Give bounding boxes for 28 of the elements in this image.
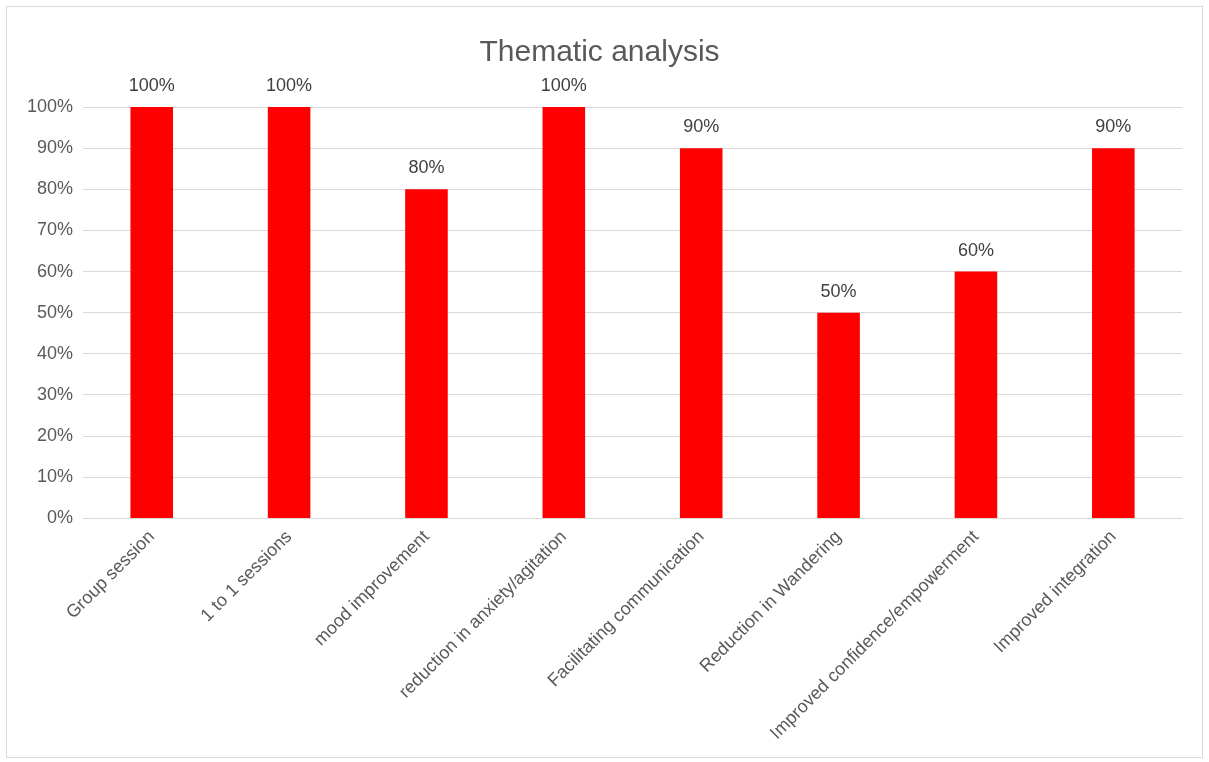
y-tick-label: 70%: [37, 219, 74, 240]
data-label: 80%: [408, 157, 445, 178]
bar: [130, 107, 174, 518]
data-label: 50%: [820, 280, 857, 301]
y-tick-label: 50%: [37, 301, 74, 322]
y-tick-label: 80%: [37, 178, 74, 199]
bar: [267, 107, 311, 518]
y-tick-label: 100%: [26, 95, 74, 116]
bar: [817, 312, 860, 518]
y-tick-label: 0%: [47, 507, 74, 528]
data-label: 100%: [128, 74, 175, 95]
data-label: 90%: [683, 116, 720, 137]
y-tick-label: 40%: [37, 342, 74, 363]
bar: [542, 107, 586, 518]
y-tick-label: 90%: [37, 137, 74, 158]
y-tick-label: 60%: [37, 260, 74, 281]
bar: [954, 271, 998, 518]
chart-title: Thematic analysis: [479, 34, 720, 68]
data-label: 100%: [540, 74, 587, 95]
data-label: 90%: [1095, 116, 1132, 137]
y-tick-label: 10%: [37, 466, 74, 487]
y-tick-label: 30%: [37, 383, 74, 404]
bar: [405, 189, 448, 518]
data-label: 100%: [266, 74, 313, 95]
data-label: 60%: [957, 239, 994, 260]
bar: [679, 148, 723, 518]
y-tick-label: 20%: [37, 425, 74, 446]
bar: [1092, 148, 1135, 518]
